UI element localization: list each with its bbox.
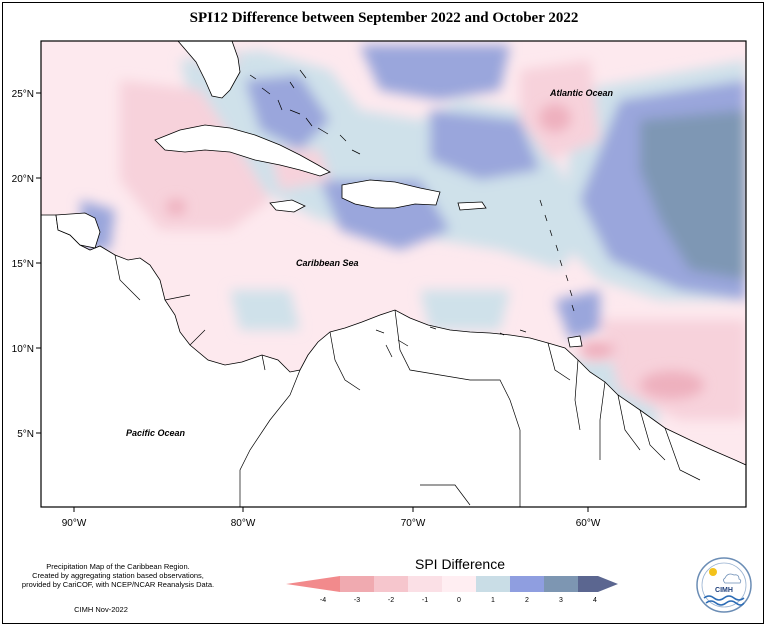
- footer-line2: Created by aggregating station based obs…: [32, 571, 204, 580]
- colorbar-swatch: [510, 576, 544, 592]
- florida-land: [177, 41, 241, 99]
- pos-region-north: [360, 45, 510, 100]
- lat-tick-5n: 5°N: [17, 429, 34, 440]
- footer-line3: provided by CariCOF, with NCEP/NCAR Rean…: [21, 580, 215, 589]
- label-pacific-ocean: Pacific Ocean: [126, 428, 186, 438]
- colorbar-tick-label: -1: [422, 597, 428, 604]
- yucatan-land: [55, 212, 101, 249]
- colorbar-swatch: [476, 576, 510, 592]
- cuba-land: [154, 124, 331, 177]
- pos-strong-east: [640, 110, 746, 280]
- caribbean-coast-islands: [375, 326, 437, 358]
- lon-tick-70w: 70°W: [401, 518, 426, 529]
- trinidad-land: [567, 335, 583, 348]
- colorbar-ticks: -4 -3 -2 -1 0 1 2 3 4: [320, 597, 597, 604]
- lon-tick-80w: 80°W: [231, 518, 256, 529]
- borders-layer: [114, 69, 701, 507]
- lon-tick-90w: 90°W: [62, 518, 87, 529]
- lat-tick-20n: 20°N: [12, 174, 34, 185]
- sun-icon: [709, 568, 717, 576]
- cloud-icon: [723, 573, 742, 584]
- colorbar-tick-label: 4: [593, 597, 597, 604]
- pos-mid-bahamas: [245, 75, 330, 150]
- footer-credit: CIMH Nov-2022: [74, 605, 128, 614]
- neg-spot-yucatan: [166, 199, 186, 215]
- cimh-logo: CIMH: [696, 557, 752, 613]
- neg-region-sa-east: [600, 320, 746, 420]
- puerto-rico-land: [457, 201, 487, 211]
- country-borders: [114, 254, 701, 507]
- central-america-land: [41, 214, 746, 507]
- lon-tick-60w: 60°W: [576, 518, 601, 529]
- footer-line1: Precipitation Map of the Caribbean Regio…: [46, 562, 190, 571]
- lat-tick-10n: 10°N: [12, 344, 34, 355]
- colorbar-swatch: [286, 576, 340, 592]
- lesser-antilles: [499, 199, 575, 336]
- neg-spot-atlantic: [539, 104, 571, 132]
- colorbar-tick-label: -4: [320, 597, 326, 604]
- land-layer: [41, 41, 746, 507]
- map-title: SPI12 Difference between September 2022 …: [189, 10, 579, 26]
- colorbar-swatch: [408, 576, 442, 592]
- label-caribbean-sea: Caribbean Sea: [296, 258, 359, 268]
- footer-notes: Precipitation Map of the Caribbean Regio…: [8, 562, 228, 589]
- colorbar-swatch: [442, 576, 476, 592]
- neg-spot-sa: [640, 371, 704, 399]
- colorbar-tick-label: -2: [388, 597, 394, 604]
- neg-spot-venezuela: [579, 340, 615, 360]
- colorbar-swatches: [286, 576, 618, 592]
- colorbar-tick-label: 2: [525, 597, 529, 604]
- lat-tick-15n: 15°N: [12, 259, 34, 270]
- colorbar-swatch: [578, 576, 618, 592]
- lat-tick-25n: 25°N: [12, 89, 34, 100]
- colorbar-swatch: [340, 576, 374, 592]
- spi-field: [41, 41, 746, 507]
- pos-region-central: [230, 290, 300, 330]
- jamaica-land: [269, 199, 306, 213]
- colorbar: -4 -3 -2 -1 0 1 2 3 4: [286, 576, 618, 604]
- colorbar-tick-label: -3: [354, 597, 360, 604]
- colorbar-swatch: [544, 576, 578, 592]
- pos-mid-atlantic: [430, 110, 540, 180]
- neg-region-west: [120, 80, 270, 230]
- label-atlantic-ocean: Atlantic Ocean: [549, 88, 614, 98]
- pos-region-trinidad: [555, 290, 600, 340]
- colorbar-tick-label: 3: [559, 597, 563, 604]
- map-border: [40, 40, 747, 508]
- wave-icon: [703, 595, 745, 601]
- hispaniola-land: [341, 179, 441, 209]
- logo-text: CIMH: [715, 587, 733, 594]
- legend-title: SPI Difference: [414, 556, 505, 572]
- colorbar-tick-label: 1: [491, 597, 495, 604]
- colorbar-swatch: [374, 576, 408, 592]
- pos-region-central2: [420, 290, 510, 330]
- bahamas-islands: [249, 69, 361, 155]
- colorbar-tick-label: 0: [457, 597, 461, 604]
